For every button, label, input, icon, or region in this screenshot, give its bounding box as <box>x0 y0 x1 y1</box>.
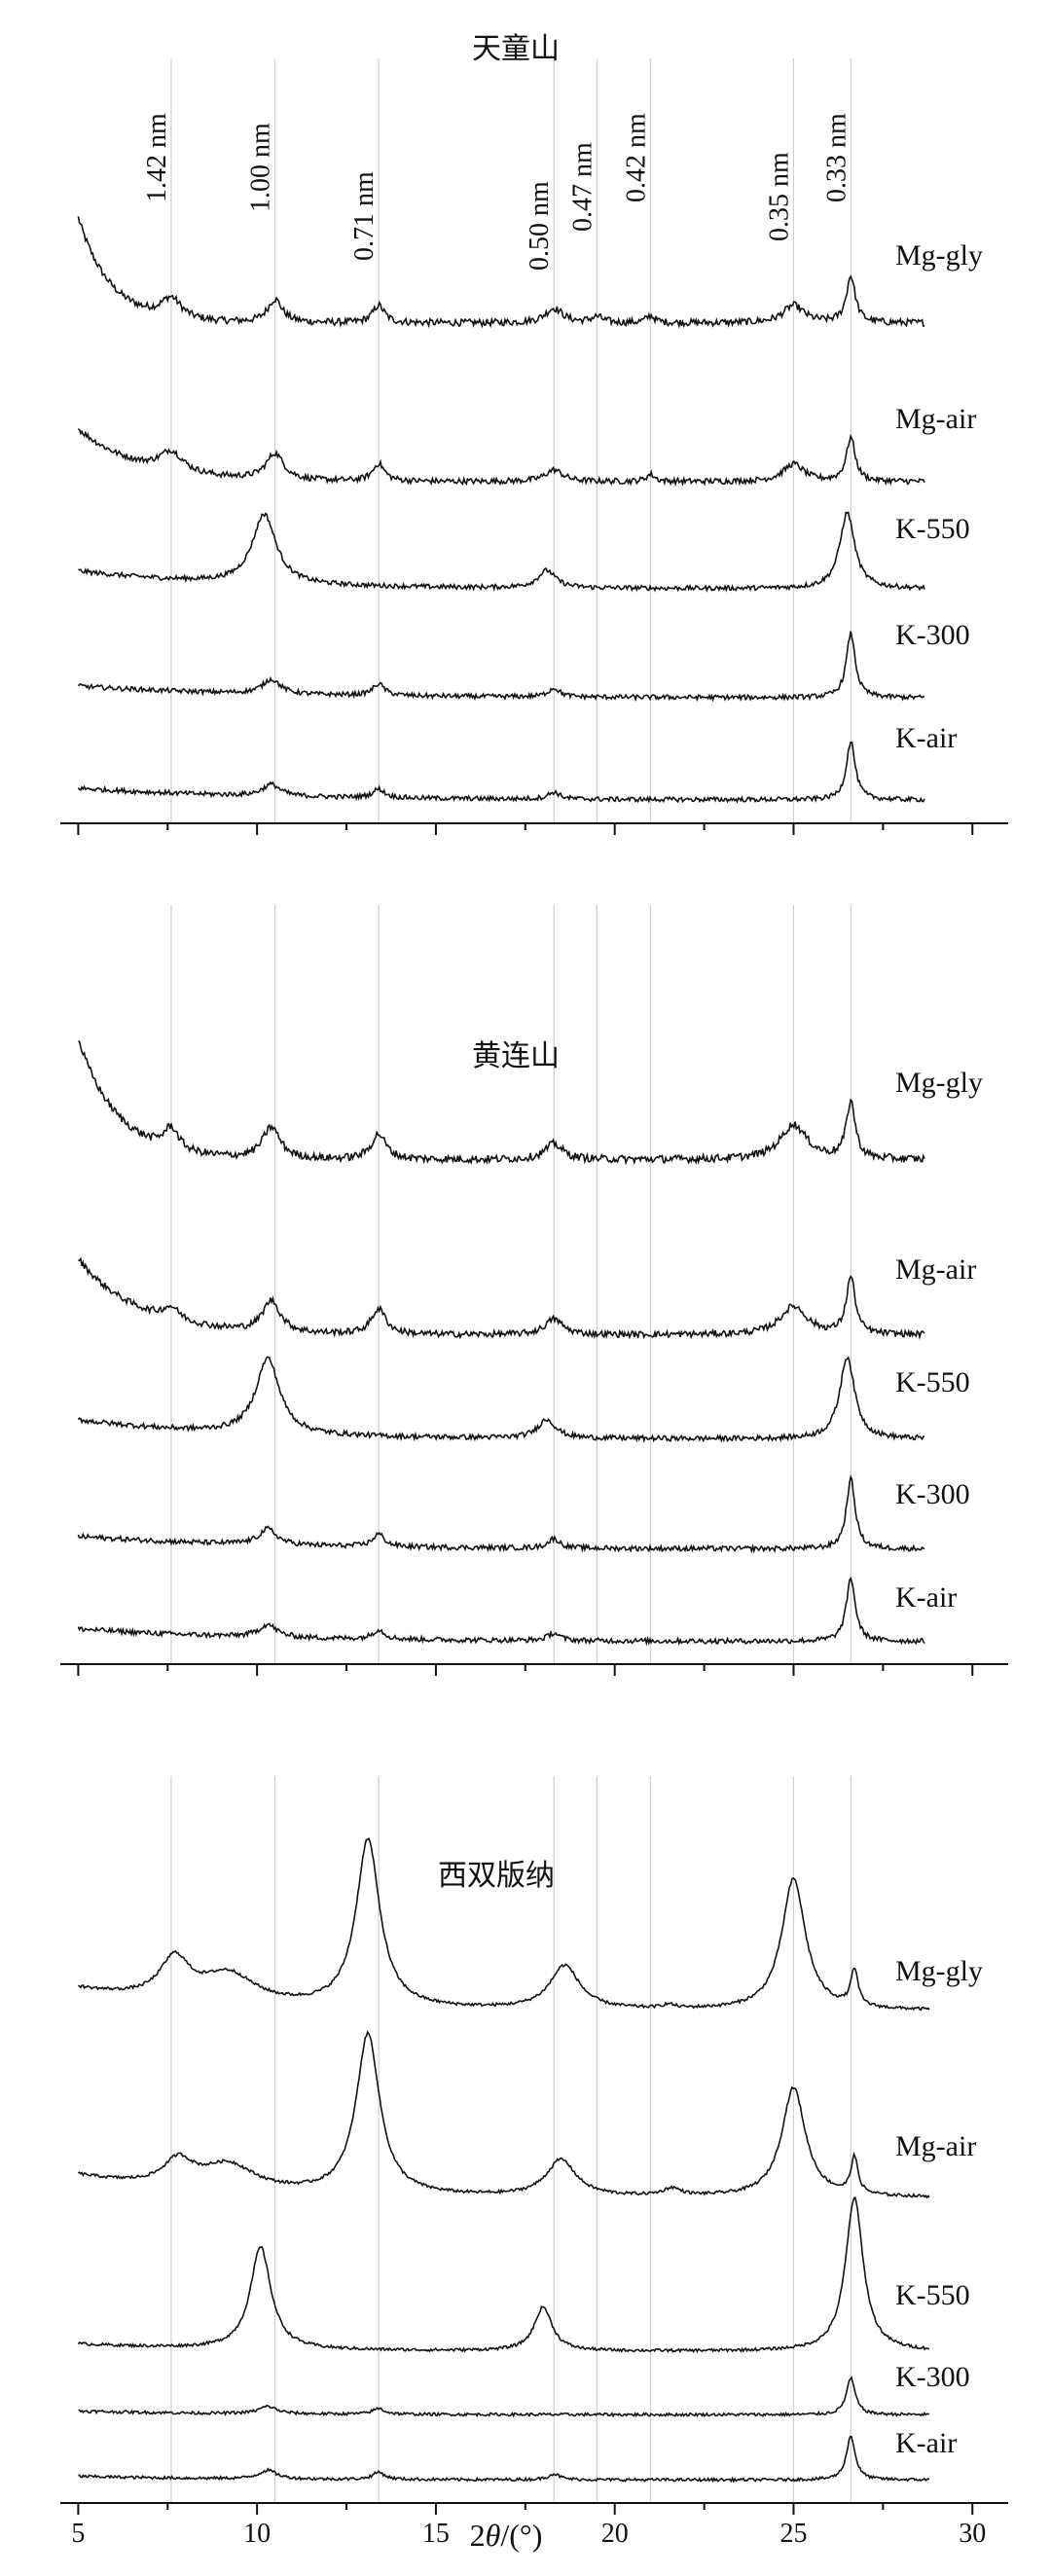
d-spacing-label: 0.42 nm <box>621 113 651 202</box>
series-label: Mg-air <box>895 1253 976 1286</box>
series-trace <box>77 1474 925 1554</box>
series-trace <box>78 511 925 593</box>
series-label: Mg-gly <box>895 239 983 272</box>
x-axis-label: 2θ/(°) <box>470 2518 543 2553</box>
x-tick-label: 15 <box>422 2519 450 2549</box>
series-label: K-300 <box>895 619 970 651</box>
series-trace <box>77 631 925 703</box>
series-label: K-550 <box>895 1366 970 1398</box>
series-label: K-300 <box>895 2361 970 2393</box>
reference-lines <box>170 58 852 2503</box>
panel-title: 天童山 <box>472 32 560 66</box>
series-trace <box>77 427 925 488</box>
x-axis-label-symbol: θ <box>486 2518 501 2553</box>
d-spacing-label: 1.42 nm <box>142 113 172 202</box>
series-layer <box>77 216 930 2484</box>
series-label: Mg-air <box>895 2130 976 2162</box>
x-tick-label: 20 <box>601 2519 629 2549</box>
x-axis-label-prefix: 2 <box>470 2518 486 2553</box>
series-label: Mg-air <box>895 403 976 435</box>
panel-title: 黄连山 <box>472 1039 560 1073</box>
panel-title: 西双版纳 <box>438 1859 555 1893</box>
series-trace <box>77 1356 925 1443</box>
x-tick-label: 5 <box>71 2519 85 2549</box>
series-label: K-air <box>895 2427 957 2459</box>
labels-layer: 天童山 Mg-gly Mg-air K-550 K-300 K-air 黄连山 Mg-gly M… <box>142 32 983 2459</box>
d-spacing-label: 0.33 nm <box>821 113 852 202</box>
series-label: K-air <box>895 722 957 754</box>
series-trace <box>77 216 924 330</box>
x-tick-label: 25 <box>779 2519 807 2549</box>
series-trace <box>77 2030 930 2199</box>
axes-layer: 5 10 15 20 25 30 <box>60 822 1008 2549</box>
d-spacing-label: 0.71 nm <box>349 171 380 261</box>
x-tick-label: 30 <box>959 2519 986 2549</box>
series-label: K-air <box>895 1581 957 1614</box>
series-label: Mg-gly <box>895 1955 983 1987</box>
x-tick-label: 10 <box>243 2519 271 2549</box>
series-trace <box>78 1256 925 1340</box>
d-spacing-label: 0.50 nm <box>525 181 555 271</box>
d-spacing-label: 0.35 nm <box>764 152 794 241</box>
d-spacing-label: 1.00 nm <box>246 123 276 212</box>
series-trace <box>77 1837 930 2012</box>
series-trace <box>78 2435 930 2484</box>
series-trace <box>77 2195 930 2354</box>
series-label: K-300 <box>895 1478 970 1510</box>
series-trace <box>78 2376 930 2418</box>
series-label: K-550 <box>895 513 970 545</box>
series-label: K-550 <box>895 2279 970 2311</box>
x-axis-label-unit: /(°) <box>500 2518 542 2553</box>
series-label: Mg-gly <box>895 1067 983 1099</box>
d-spacing-label: 0.47 nm <box>567 142 598 232</box>
series-trace <box>77 1577 925 1647</box>
series-trace <box>77 741 925 804</box>
series-trace <box>78 1040 925 1166</box>
